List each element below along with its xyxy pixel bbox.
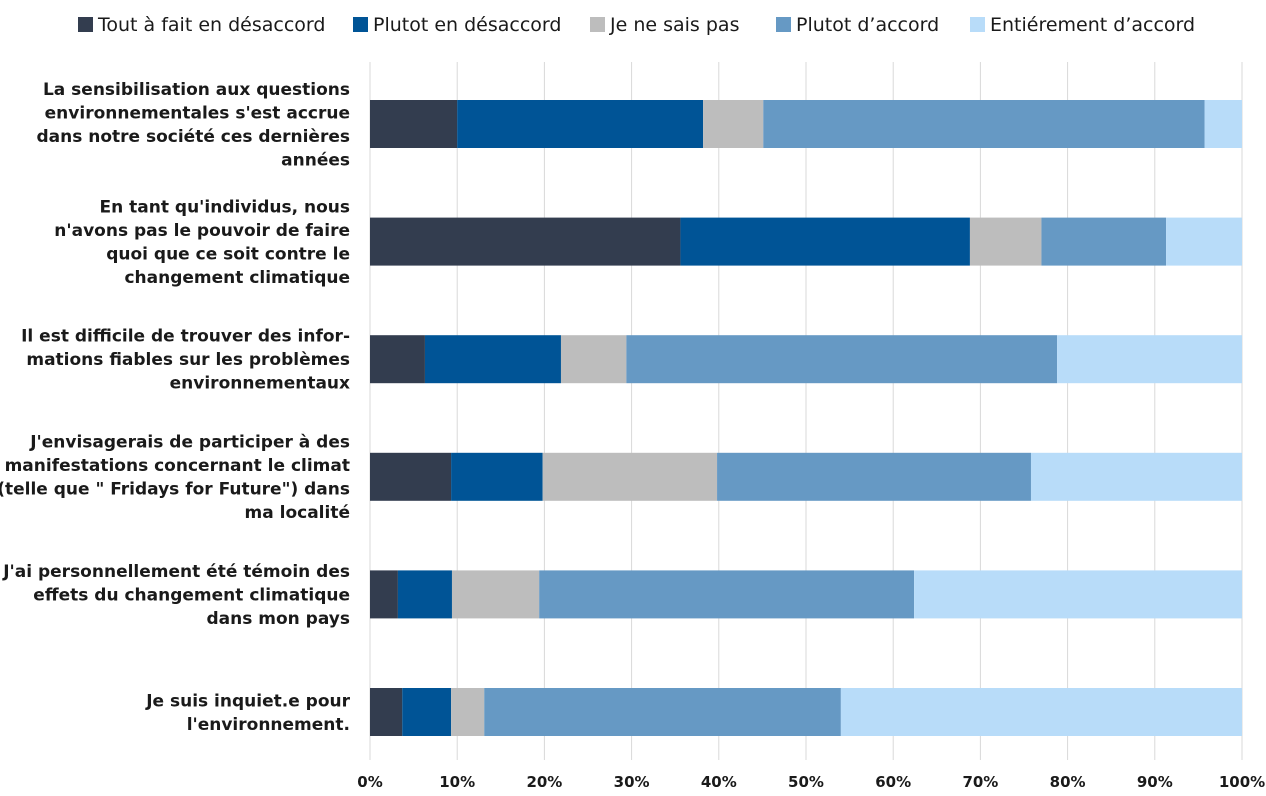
bar-segment (626, 335, 1058, 384)
category-label: Je suis inquiet.e pour l'environnement. (145, 691, 350, 735)
x-tick-label: 100% (1219, 773, 1265, 791)
bar-segment (1057, 335, 1242, 384)
bar-segment (539, 570, 915, 619)
x-tick-label: 20% (526, 773, 562, 791)
bar-segment (402, 688, 452, 736)
bar-segment (1166, 217, 1242, 266)
bar-segment (1204, 100, 1242, 148)
bar-segment (680, 217, 970, 266)
bar-segment (703, 100, 764, 148)
bar-segment (370, 452, 452, 501)
x-tick-label: 40% (701, 773, 737, 791)
legend-label: Tout à fait en désaccord (97, 14, 325, 36)
x-tick-label: 60% (875, 773, 911, 791)
x-tick-label: 10% (439, 773, 475, 791)
gridlines (369, 62, 1243, 760)
bar-segment (370, 335, 425, 384)
bar-segment (370, 217, 681, 266)
bar-segment (484, 688, 841, 736)
bar-segment (424, 335, 561, 384)
legend-swatch (353, 17, 368, 32)
x-tick-label: 30% (614, 773, 650, 791)
bar-segment (370, 570, 398, 619)
category-labels: La sensibilisation aux questions environn… (0, 80, 351, 735)
category-label: La sensibilisation aux questions environn… (36, 80, 350, 171)
x-tick-label: 80% (1050, 773, 1086, 791)
bar-segment (840, 688, 1242, 736)
bar-segment (397, 570, 452, 619)
legend-swatch (590, 17, 605, 32)
legend-swatch (78, 17, 93, 32)
category-label: J'ai personnellement été témoin des effet… (2, 562, 350, 629)
legend-label: Je ne sais pas (609, 14, 739, 36)
bar-segment (451, 570, 540, 619)
legend-swatch (776, 17, 791, 32)
bar-segment (969, 217, 1042, 266)
bar-segment (451, 452, 543, 501)
bar-segment (763, 100, 1205, 148)
bar-segment (1030, 452, 1242, 501)
legend: Tout à fait en désaccord Plutot en désacc… (78, 14, 1195, 36)
category-label: En tant qu'individus, nous n'avons pas le… (54, 197, 350, 288)
bar-segment (717, 452, 1031, 501)
bar-segment (457, 100, 704, 148)
category-label: Il est difficile de trouver des infor-ma… (21, 327, 350, 394)
bar-segment (560, 335, 627, 384)
bars (370, 100, 1242, 736)
category-label: J'envisagerais de participer à des manife… (0, 433, 350, 524)
x-tick-label: 0% (357, 773, 382, 791)
bar-segment (370, 100, 458, 148)
x-tick-label: 50% (788, 773, 824, 791)
legend-label: Plutot d’accord (796, 14, 939, 36)
bar-segment (1041, 217, 1167, 266)
x-tick-label: 90% (1137, 773, 1173, 791)
legend-label: Plutot en désaccord (373, 14, 561, 36)
legend-swatch (970, 17, 985, 32)
legend-label: Entiérement d’accord (990, 14, 1195, 36)
x-axis-ticks: 0% 10% 20% 30% 40% 50% 60% 70% 80% 90% 100% (357, 773, 1265, 791)
bar-segment (451, 688, 485, 736)
bar-segment (542, 452, 718, 501)
bar-segment (914, 570, 1242, 619)
x-tick-label: 70% (962, 773, 998, 791)
bar-segment (370, 688, 403, 736)
